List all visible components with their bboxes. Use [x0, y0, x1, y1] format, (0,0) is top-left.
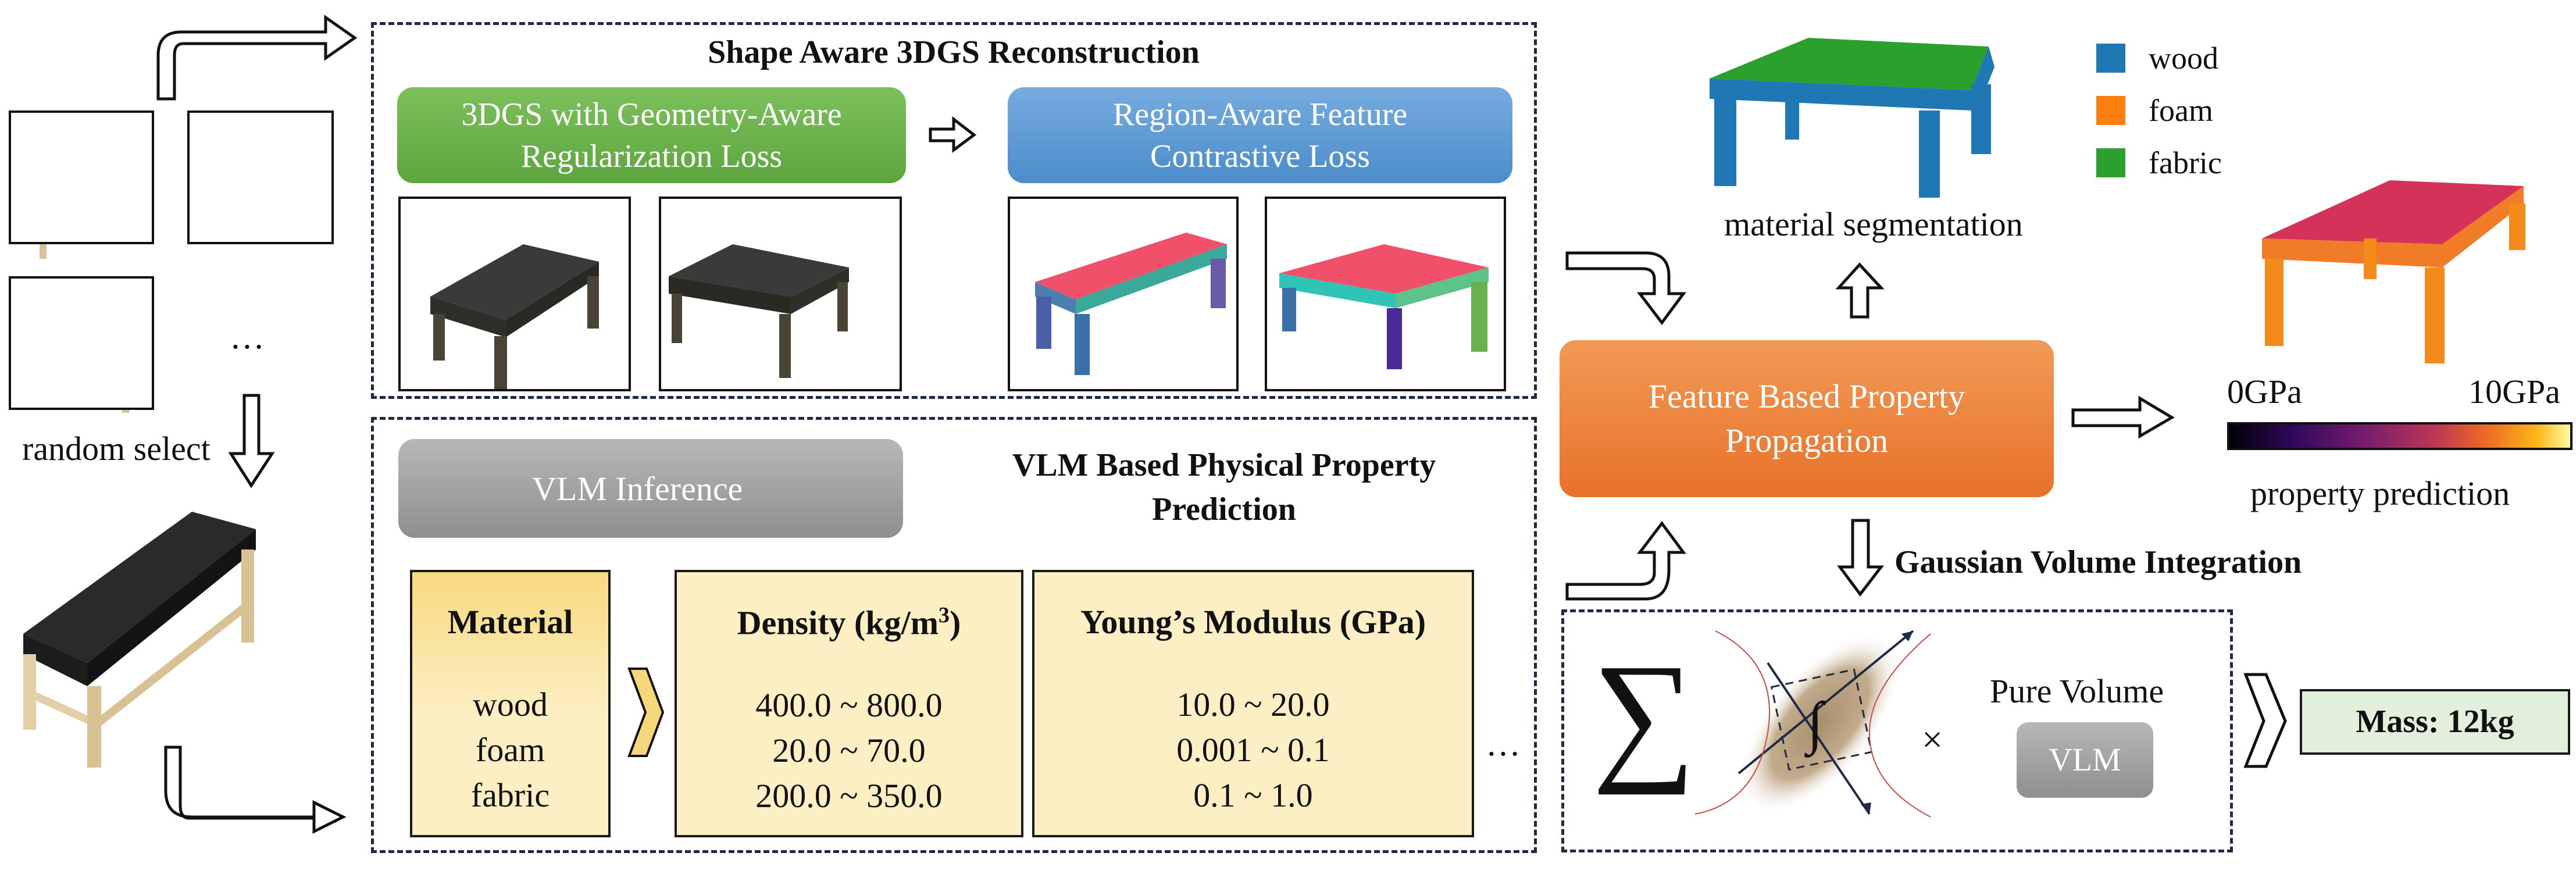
vlm-table-ellipsis: …: [1486, 725, 1521, 763]
vlm-inference-button: VLM Inference: [398, 439, 903, 538]
up-arrow-segmentation: [1835, 262, 1885, 319]
random-select-label: random select: [22, 430, 210, 468]
views-ellipsis: …: [230, 317, 265, 356]
property-prediction-caption: property prediction: [2250, 474, 2510, 512]
reconstruction-title: Shape Aware 3DGS Reconstruction: [708, 34, 1200, 70]
vlm-title: VLM Based Physical Property Prediction: [1012, 447, 1436, 527]
integral-symbol: ∫: [1807, 690, 1824, 755]
feature-bench-2: [1279, 244, 1489, 369]
legend-label-fabric: fabric: [2149, 145, 2222, 180]
material-box: Material wood foam fabric: [410, 570, 611, 837]
legend: wood foam fabric: [2096, 32, 2222, 189]
legend-swatch-wood: [2096, 44, 2125, 73]
gaussian-ellipse-glyph: [1694, 630, 1931, 818]
bench-large: [23, 512, 256, 768]
input-view-2: [187, 110, 334, 244]
density-header: Density (kg/m3): [737, 603, 961, 642]
chevron-mass: [2243, 673, 2287, 768]
legend-item-fabric: fabric: [2096, 137, 2222, 189]
curved-arrow-bottom: [164, 745, 347, 834]
integration-panel: [1561, 609, 2233, 852]
gs-view-2: [659, 197, 902, 391]
material-foam: foam: [475, 731, 545, 769]
feature-view-2: [1265, 197, 1506, 391]
curved-arrow-top: [156, 15, 358, 101]
region-aware-loss-button: Region-Aware Feature Contrastive Loss: [1008, 87, 1512, 183]
vlm-inference-label: VLM Inference: [532, 469, 743, 508]
sigma-symbol: ∑: [1592, 634, 1696, 795]
geometry-aware-loss-button: 3DGS with Geometry-Aware Regularization …: [397, 87, 906, 183]
colorbar: [2227, 422, 2573, 450]
right-arrow-property: [2071, 395, 2175, 439]
legend-swatch-foam: [2096, 96, 2125, 125]
mass-box: Mass: 12kg: [2300, 689, 2570, 755]
legend-item-wood: wood: [2096, 32, 2222, 84]
curved-arrow-into-propagation-top: [1565, 251, 1686, 326]
property-bench: [2262, 180, 2525, 363]
youngs-header: Young’s Modulus (GPa): [1080, 603, 1426, 641]
colorbar-max-label: 10GPa: [2468, 373, 2560, 411]
material-fabric: fabric: [470, 776, 550, 814]
material-header: Material: [447, 603, 573, 641]
curved-arrow-into-propagation-bottom: [1565, 520, 1686, 601]
gs-bench-1: [430, 244, 599, 391]
input-view-1: [9, 110, 154, 244]
vlm-volume-button: VLM: [2017, 722, 2153, 798]
propagation-box: Feature Based Property Propagation: [1560, 340, 2054, 497]
legend-label-wood: wood: [2149, 41, 2218, 76]
material-wood: wood: [473, 686, 548, 723]
geometry-aware-loss-label: 3DGS with Geometry-Aware Regularization …: [461, 96, 842, 174]
input-view-3: [9, 276, 154, 410]
gs-view-1: [398, 197, 631, 391]
density-wood: 400.0 ~ 800.0: [755, 686, 943, 725]
feature-view-1: [1008, 197, 1239, 391]
density-fabric: 200.0 ~ 350.0: [755, 777, 943, 815]
region-aware-loss-label: Region-Aware Feature Contrastive Loss: [1112, 96, 1408, 174]
vlm-volume-label: VLM: [2049, 742, 2121, 778]
colorbar-min-label: 0GPa: [2227, 373, 2302, 411]
arrow-green-to-blue: [929, 116, 977, 153]
propagation-label: Feature Based Property Propagation: [1648, 377, 1965, 459]
segmented-bench: [1710, 38, 1995, 198]
density-box: Density (kg/m3) 400.0 ~ 800.0 20.0 ~ 70.…: [675, 570, 1023, 837]
vlm-panel: [371, 417, 1537, 853]
mass-label: Mass: 12kg: [2356, 704, 2514, 740]
reconstruction-panel: [371, 22, 1537, 399]
down-arrow-random-select: [228, 394, 275, 488]
segmentation-label: material segmentation: [1724, 205, 2023, 243]
density-foam: 20.0 ~ 70.0: [772, 732, 926, 770]
chevron-material: [627, 668, 665, 757]
legend-swatch-fabric: [2096, 148, 2125, 177]
legend-item-foam: foam: [2096, 84, 2222, 137]
legend-label-foam: foam: [2149, 93, 2213, 128]
youngs-fabric: 0.1 ~ 1.0: [1193, 776, 1313, 814]
youngs-foam: 0.001 ~ 0.1: [1176, 731, 1330, 769]
down-arrow-integration: [1837, 519, 1885, 597]
youngs-box: Young’s Modulus (GPa) 10.0 ~ 20.0 0.001 …: [1032, 570, 1474, 837]
gaussian-integration-label: Gaussian Volume Integration: [1894, 544, 2302, 580]
times-symbol: ×: [1922, 719, 1943, 760]
youngs-wood: 10.0 ~ 20.0: [1176, 686, 1330, 723]
pure-volume-label: Pure Volume: [1990, 672, 2164, 710]
feature-bench-1: [1035, 233, 1227, 375]
gs-bench-2: [669, 244, 849, 378]
